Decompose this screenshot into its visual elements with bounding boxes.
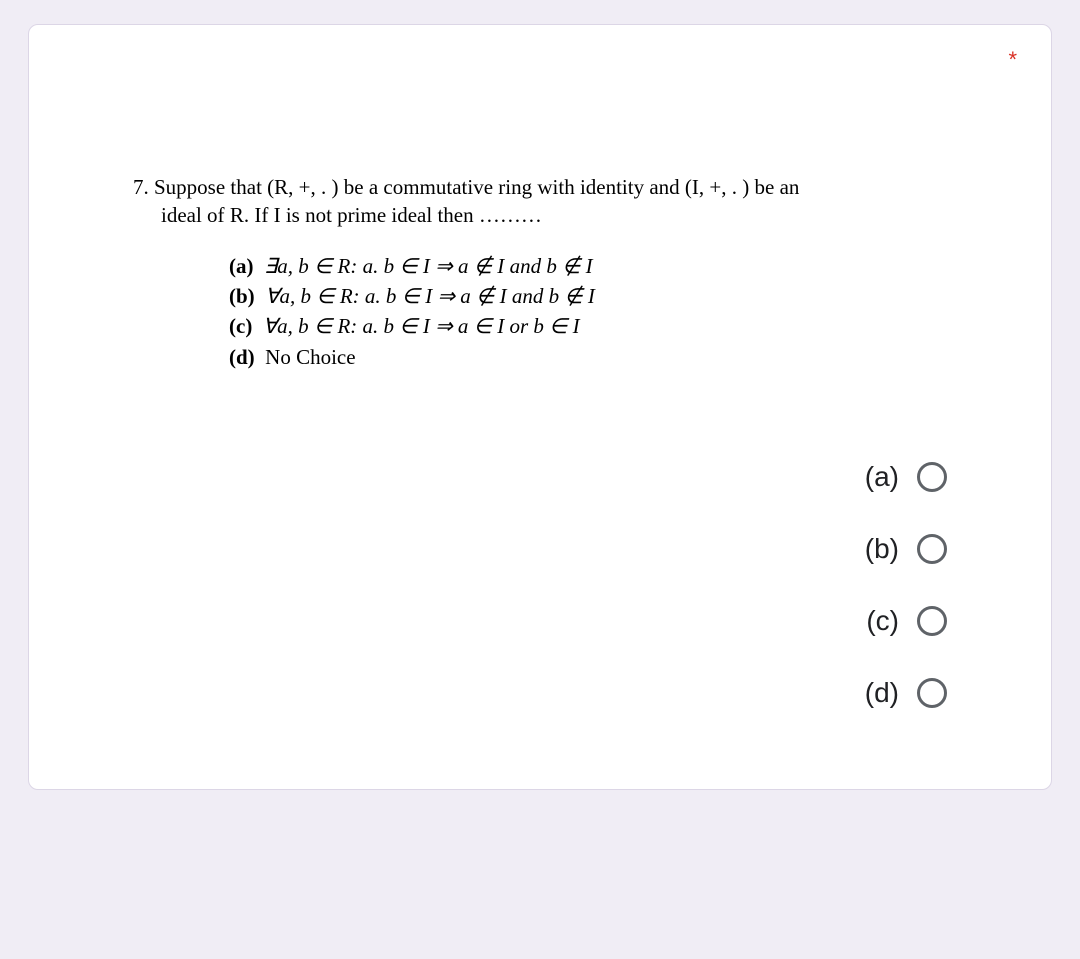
inline-choice-b-label: (b) <box>229 284 255 308</box>
answer-options: (a) (b) (c) (d) <box>73 441 1007 729</box>
question-body: 7. Suppose that (R, +, . ) be a commutat… <box>133 173 1007 371</box>
question-prompt-line-1: 7. Suppose that (R, +, . ) be a commutat… <box>133 173 1007 201</box>
inline-choice-d-label: (d) <box>229 345 255 369</box>
radio-icon[interactable] <box>917 606 947 636</box>
answer-option-d[interactable]: (d) <box>73 657 1007 729</box>
answer-option-b[interactable]: (b) <box>73 513 1007 585</box>
answer-option-a-label: (a) <box>865 461 899 493</box>
inline-choice-b: (b) ∀a, b ∈ R: a. b ∈ I ⇒ a ∉ I and b ∉ … <box>229 282 1007 310</box>
required-star-icon: * <box>1008 47 1017 73</box>
question-card: * 7. Suppose that (R, +, . ) be a commut… <box>28 24 1052 790</box>
answer-option-c[interactable]: (c) <box>73 585 1007 657</box>
question-prompt-line-2: ideal of R. If I is not prime ideal then… <box>161 201 1007 229</box>
answer-option-d-label: (d) <box>865 677 899 709</box>
question-inline-choices: (a) ∃a, b ∈ R: a. b ∈ I ⇒ a ∉ I and b ∉ … <box>229 252 1007 371</box>
inline-choice-a-label: (a) <box>229 254 254 278</box>
radio-icon[interactable] <box>917 462 947 492</box>
answer-option-a[interactable]: (a) <box>73 441 1007 513</box>
radio-icon[interactable] <box>917 678 947 708</box>
inline-choice-d-text: No Choice <box>265 345 355 369</box>
question-number: 7. <box>133 175 149 199</box>
inline-choice-c-label: (c) <box>229 314 252 338</box>
answer-option-b-label: (b) <box>865 533 899 565</box>
inline-choice-d: (d) No Choice <box>229 343 1007 371</box>
radio-icon[interactable] <box>917 534 947 564</box>
inline-choice-c: (c) ∀a, b ∈ R: a. b ∈ I ⇒ a ∈ I or b ∈ I <box>229 312 1007 340</box>
inline-choice-a: (a) ∃a, b ∈ R: a. b ∈ I ⇒ a ∉ I and b ∉ … <box>229 252 1007 280</box>
answer-option-c-label: (c) <box>866 605 899 637</box>
